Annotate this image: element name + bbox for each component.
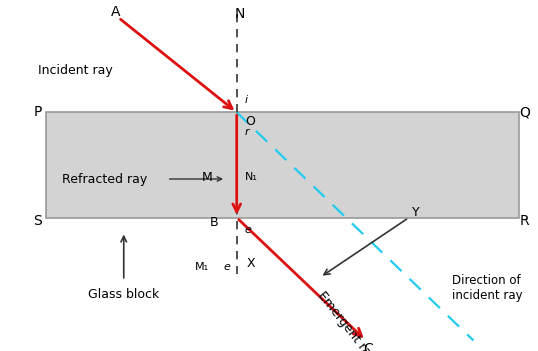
Text: i: i [245, 95, 248, 105]
Text: Glass block: Glass block [88, 288, 159, 302]
Text: e: e [223, 262, 230, 272]
Text: Direction of
incident ray: Direction of incident ray [452, 274, 522, 302]
Text: Emergent ray: Emergent ray [315, 289, 378, 351]
Text: M: M [202, 171, 213, 184]
Text: R: R [520, 214, 529, 228]
Text: Refracted ray: Refracted ray [62, 172, 147, 186]
Text: N: N [234, 7, 245, 21]
Text: r: r [245, 127, 250, 137]
Bar [46, 112, 519, 218]
Text: Q: Q [519, 105, 530, 119]
Text: X: X [246, 257, 255, 270]
Text: N₁: N₁ [245, 172, 258, 182]
Text: A: A [111, 5, 121, 19]
Text: M₁: M₁ [195, 262, 209, 272]
Text: O: O [245, 114, 254, 128]
Text: Y: Y [412, 206, 419, 219]
Text: e: e [245, 225, 252, 235]
Text: Incident ray: Incident ray [38, 64, 112, 77]
Text: B: B [209, 216, 218, 230]
Text: C: C [364, 342, 373, 351]
Text: S: S [33, 214, 42, 228]
Text: P: P [33, 105, 42, 119]
